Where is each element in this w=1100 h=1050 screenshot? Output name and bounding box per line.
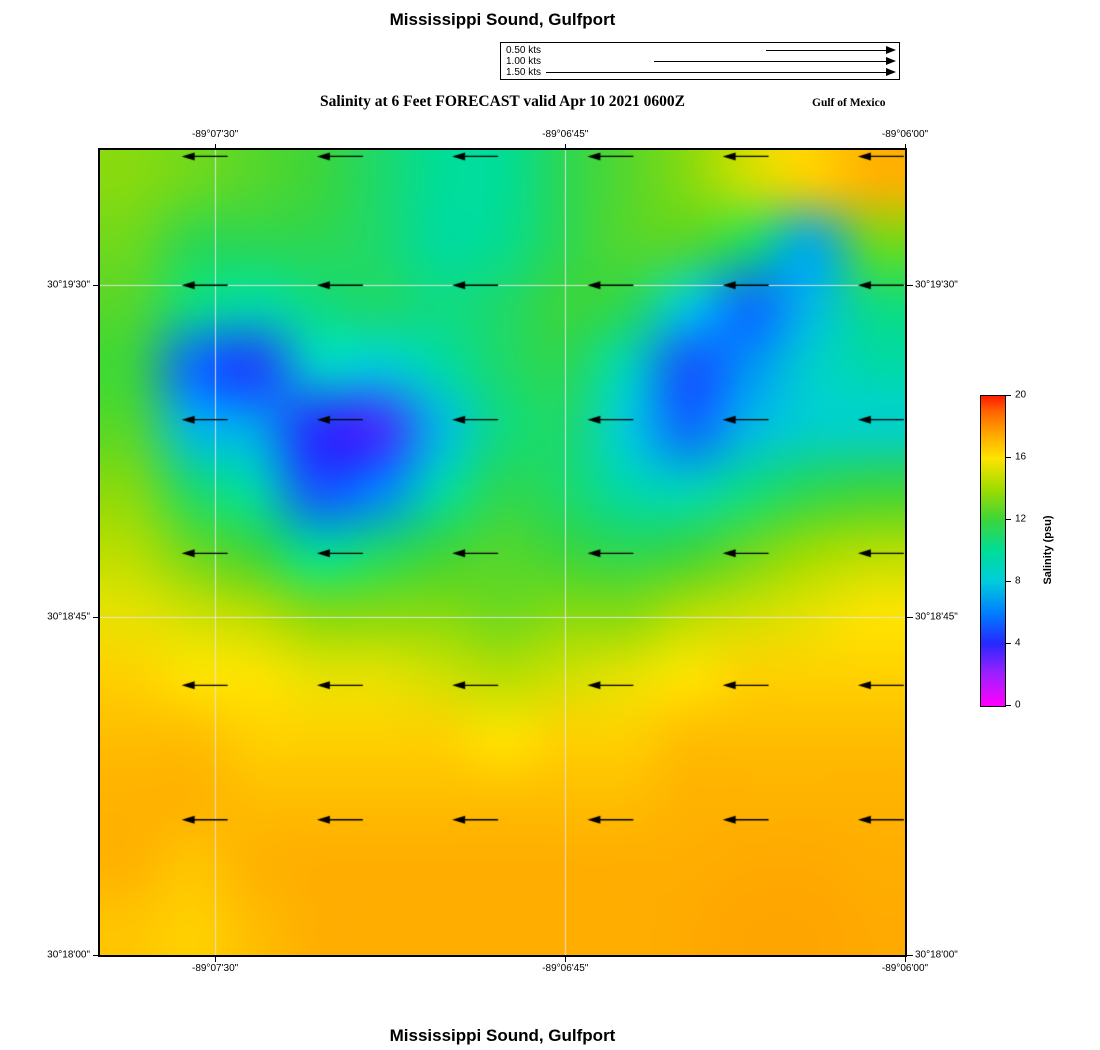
lon-tick-label-bottom-0: -89°07'30" (192, 963, 239, 974)
legend-arrowhead-icon (886, 68, 896, 76)
region-label: Gulf of Mexico (812, 97, 886, 109)
legend-row-2: 1.50 kts (501, 67, 899, 78)
lat-tick-right-0 (907, 285, 913, 287)
salinity-heatmap-canvas (100, 150, 905, 955)
colorbar-tick-label-2: 8 (1015, 575, 1021, 587)
legend-row-1: 1.00 kts (501, 56, 899, 67)
lon-tick-top-1 (565, 144, 567, 150)
legend-arrowhead-icon (886, 57, 896, 65)
lon-tick-label-top-1: -89°06'45" (542, 129, 589, 140)
lon-tick-label-bottom-1: -89°06'45" (542, 963, 589, 974)
lon-tick-label-bottom-2: -89°06'00" (881, 963, 929, 974)
page-title-top: Mississippi Sound, Gulfport (389, 10, 616, 29)
lat-tick-label-right-1: 30°18'45" (915, 611, 958, 623)
lat-tick-left-1 (93, 616, 99, 618)
lon-tick-label-top-2: -89°06'00" (881, 129, 929, 140)
colorbar-tick-5 (1006, 395, 1011, 396)
colorbar-tick-0 (1006, 705, 1011, 706)
lat-tick-left-0 (93, 285, 99, 287)
colorbar-tick-3 (1006, 519, 1011, 520)
page-title-bottom: Mississippi Sound, Gulfport (389, 1026, 616, 1045)
colorbar-tick-2 (1006, 581, 1011, 582)
lat-tick-right-2 (907, 955, 913, 956)
lon-tick-bottom-2 (905, 956, 906, 962)
colorbar-title: Salinity (psu) (1042, 515, 1054, 585)
lat-tick-label-left-1: 30°18'45" (47, 611, 90, 623)
lat-tick-label-left-0: 30°19'30" (47, 279, 90, 291)
legend-arrow-line (654, 61, 886, 62)
legend-speed-label: 1.50 kts (506, 67, 542, 78)
lon-tick-top-0 (215, 144, 217, 150)
current-speed-legend: 0.50 kts 1.00 kts 1.50 kts (500, 42, 900, 80)
lat-tick-label-left-2: 30°18'00" (47, 949, 90, 961)
lon-tick-label-top-0: -89°07'30" (192, 129, 239, 140)
legend-arrowhead-icon (886, 46, 896, 54)
lat-tick-label-right-2: 30°18'00" (915, 949, 958, 961)
lat-tick-left-2 (93, 955, 99, 956)
legend-speed-label: 1.00 kts (506, 56, 542, 67)
lon-tick-top-2 (905, 144, 906, 150)
legend-arrow-line (546, 72, 886, 73)
colorbar-gradient (980, 395, 1006, 707)
colorbar-tick-4 (1006, 457, 1011, 458)
lat-tick-label-right-0: 30°19'30" (915, 279, 958, 291)
colorbar-tick-label-5: 20 (1015, 389, 1027, 401)
legend-arrow-line (766, 50, 886, 51)
colorbar-tick-label-3: 12 (1015, 513, 1027, 525)
lon-tick-bottom-1 (565, 956, 567, 962)
colorbar-tick-1 (1006, 643, 1011, 644)
salinity-map (98, 148, 907, 957)
legend-row-0: 0.50 kts (501, 45, 899, 56)
lon-tick-bottom-0 (215, 956, 217, 962)
legend-speed-label: 0.50 kts (506, 45, 542, 56)
colorbar-tick-label-4: 16 (1015, 451, 1027, 463)
forecast-subtitle: Salinity at 6 Feet FORECAST valid Apr 10… (320, 93, 685, 110)
lat-tick-right-1 (907, 616, 913, 618)
colorbar-tick-label-1: 4 (1015, 637, 1021, 649)
colorbar-tick-label-0: 0 (1015, 699, 1021, 711)
